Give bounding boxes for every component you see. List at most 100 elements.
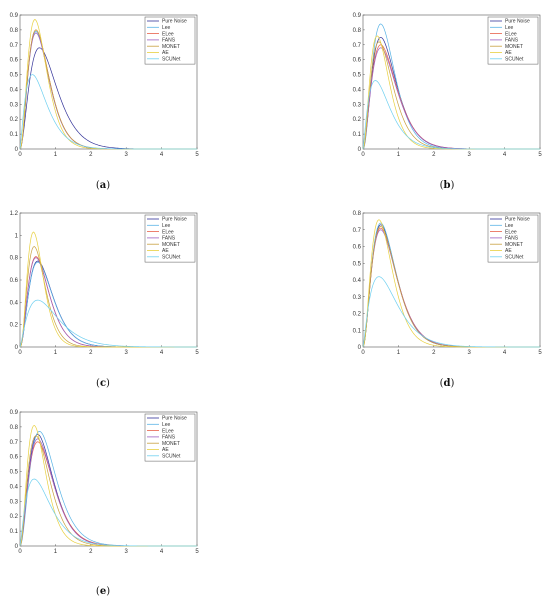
legend-label: AE: [162, 447, 169, 453]
x-tick-label: 0: [18, 350, 22, 356]
caption-e-letter: e: [99, 586, 107, 597]
legend-label: AE: [505, 50, 512, 56]
x-tick-label: 4: [160, 549, 164, 555]
y-tick-label: 0.3: [353, 102, 362, 108]
x-tick-label: 3: [468, 350, 472, 356]
y-tick-label: 0.3: [353, 295, 362, 301]
y-tick-label: 0.6: [10, 455, 19, 461]
legend-label: MONET: [505, 44, 523, 50]
y-tick-label: 0.5: [353, 73, 362, 79]
legend-label: AE: [505, 248, 512, 254]
y-tick-label: 0: [358, 345, 362, 351]
x-tick-label: 5: [195, 350, 199, 356]
y-tick-label: 0: [15, 345, 19, 351]
y-tick-label: 1.2: [10, 211, 19, 217]
legend-label: FANS: [505, 38, 519, 44]
x-tick-label: 1: [54, 549, 58, 555]
legend-label: FANS: [162, 38, 176, 44]
legend-label: FANS: [162, 236, 176, 242]
x-tick-label: 0: [361, 350, 365, 356]
x-tick-label: 0: [18, 152, 22, 158]
caption-a-letter: a: [99, 180, 107, 191]
legend-label: SCUNet: [162, 255, 181, 261]
y-tick-label: 0.4: [353, 87, 362, 93]
legend-label: Pure Noise: [505, 19, 530, 25]
x-tick-label: 3: [125, 152, 129, 158]
y-tick-label: 0: [358, 147, 362, 153]
x-tick-label: 1: [397, 152, 401, 158]
chart-panel-e: 0 1 2 3 4 5 0 0.1 0.2 0.3 0.4 0.5 0.6 0.7 0.8 0.9 Pure N…: [2, 405, 200, 605]
y-tick-label: 0.4: [353, 278, 362, 284]
x-tick-label: 2: [89, 350, 93, 356]
series-line-elee: [19, 256, 197, 348]
series-line-lee: [19, 261, 197, 348]
series-line-scunet: [362, 276, 540, 348]
legend-label: ELee: [162, 428, 174, 434]
x-tick-label: 3: [125, 549, 129, 555]
x-tick-label: 2: [432, 152, 436, 158]
caption-e: (e): [95, 586, 111, 597]
legend-label: Lee: [505, 25, 514, 31]
x-tick-label: 3: [125, 350, 129, 356]
y-tick-label: 0.5: [353, 261, 362, 267]
y-tick-label: 0.2: [353, 117, 362, 123]
x-tick-label: 1: [54, 152, 58, 158]
caption-d-letter: d: [443, 378, 451, 389]
caption-b: (b): [439, 180, 455, 191]
legend-label: SCUNet: [162, 57, 181, 63]
x-tick-label: 3: [468, 152, 472, 158]
legend-label: Pure Noise: [505, 217, 530, 223]
x-tick-label: 2: [89, 549, 93, 555]
y-tick-label: 0.8: [353, 28, 362, 34]
caption-c-letter: c: [99, 378, 107, 389]
chart-panel-d: 0 1 2 3 4 5 0 0.1 0.2 0.3 0.4 0.5 0.6 0.7 0.8 Pure Nois…: [345, 206, 543, 406]
y-tick-label: 0.8: [10, 425, 19, 431]
x-tick-label: 2: [432, 350, 436, 356]
x-tick-label: 4: [160, 152, 164, 158]
chart-b-svg: 0 1 2 3 4 5 0 0.1 0.2 0.3 0.4 0.5 0.6 0.7 0.8 0.9 Pure N…: [353, 13, 543, 158]
y-tick-label: 0.1: [353, 328, 362, 334]
series-line-scunet: [19, 299, 197, 348]
x-tick-label: 1: [397, 350, 401, 356]
legend-label: MONET: [162, 441, 180, 447]
legend-box: [144, 16, 196, 65]
legend-label: ELee: [505, 229, 517, 235]
y-tick-label: 0.8: [10, 256, 19, 262]
legend-label: Lee: [505, 223, 514, 229]
chart-e-svg: 0 1 2 3 4 5 0 0.1 0.2 0.3 0.4 0.5 0.6 0.7 0.8 0.9 Pure N…: [10, 410, 200, 555]
y-tick-label: 0.7: [10, 440, 19, 446]
chart-d-svg: 0 1 2 3 4 5 0 0.1 0.2 0.3 0.4 0.5 0.6 0.7 0.8 Pure Nois…: [353, 211, 543, 356]
legend-label: MONET: [505, 242, 523, 248]
legend-label: SCUNet: [162, 454, 181, 460]
y-tick-label: 0.7: [353, 228, 362, 234]
y-tick-label: 0.4: [10, 484, 19, 490]
y-tick-label: 0.6: [10, 278, 19, 284]
x-tick-label: 4: [503, 350, 507, 356]
legend-label: ELee: [162, 229, 174, 235]
legend-label: Pure Noise: [162, 217, 187, 223]
y-tick-label: 0.3: [10, 499, 19, 505]
legend-label: MONET: [162, 242, 180, 248]
y-tick-label: 0: [15, 544, 19, 550]
chart-a-svg: 0 1 2 3 4 5 0 0.1 0.2 0.3 0.4 0.5 0.6 0.7 0.8 0.9 Pure N…: [10, 13, 200, 158]
y-tick-label: 0.4: [10, 300, 19, 306]
caption-b-letter: b: [443, 180, 451, 191]
y-tick-label: 0.6: [353, 245, 362, 251]
y-tick-label: 0.5: [10, 470, 19, 476]
y-tick-label: 0.4: [10, 87, 19, 93]
y-tick-label: 0.8: [353, 211, 362, 217]
chart-panel-b: 0 1 2 3 4 5 0 0.1 0.2 0.3 0.4 0.5 0.6 0.7 0.8 0.9 Pure N…: [345, 8, 543, 208]
y-tick-label: 0.1: [10, 529, 19, 535]
y-tick-label: 0.6: [353, 58, 362, 64]
legend-label: ELee: [505, 31, 517, 37]
legend-box: [144, 413, 196, 462]
x-tick-label: 5: [538, 350, 542, 356]
series-line-scunet: [362, 80, 540, 150]
x-tick-label: 5: [195, 549, 199, 555]
legend-label: SCUNet: [505, 57, 524, 63]
x-tick-label: 4: [503, 152, 507, 158]
y-tick-label: 0.2: [10, 323, 19, 329]
caption-c: (c): [96, 378, 110, 389]
x-tick-label: 5: [538, 152, 542, 158]
legend-label: FANS: [505, 236, 519, 242]
